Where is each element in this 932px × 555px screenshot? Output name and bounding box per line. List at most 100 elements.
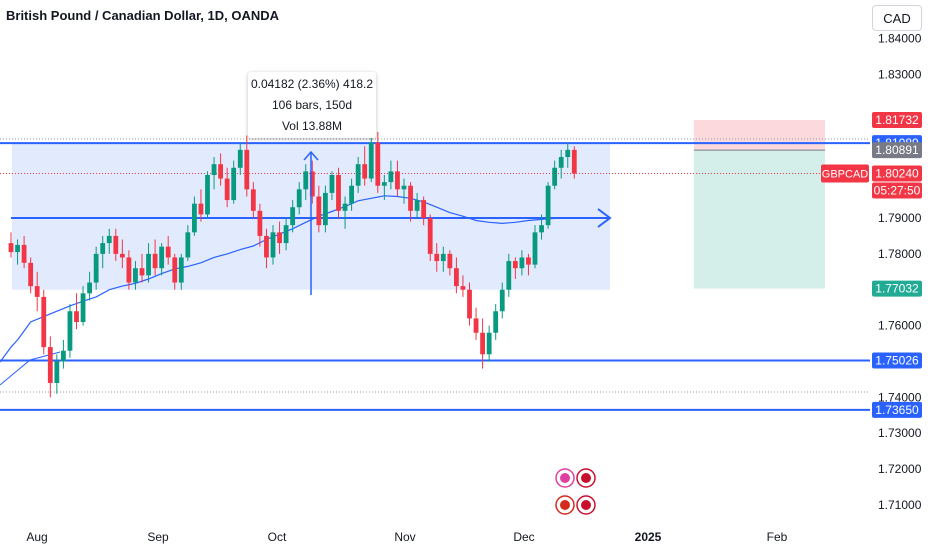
candle[interactable]	[329, 171, 335, 201]
candle[interactable]	[67, 304, 73, 358]
price-label-text: 05:27:50	[874, 184, 921, 198]
candle[interactable]	[421, 196, 427, 226]
candle[interactable]	[244, 135, 250, 197]
candle[interactable]	[316, 185, 322, 233]
candle[interactable]	[539, 214, 544, 240]
candle[interactable]	[34, 271, 40, 312]
candle[interactable]	[349, 178, 354, 211]
candle[interactable]	[532, 225, 538, 269]
candle[interactable]	[211, 157, 217, 190]
candle[interactable]	[139, 253, 145, 283]
candle[interactable]	[126, 250, 132, 290]
candle[interactable]	[519, 250, 525, 276]
candle[interactable]	[133, 261, 138, 290]
uk-flag-icon[interactable]	[576, 468, 596, 488]
candle[interactable]	[165, 235, 171, 265]
candle[interactable]	[434, 243, 440, 272]
candle[interactable]	[473, 307, 479, 340]
candle[interactable]	[499, 282, 505, 319]
candle[interactable]	[218, 153, 223, 186]
candle[interactable]	[355, 157, 361, 193]
candle[interactable]	[100, 235, 106, 269]
candle[interactable]	[87, 271, 92, 301]
candle[interactable]	[146, 243, 151, 283]
candle[interactable]	[290, 200, 296, 233]
candle[interactable]	[113, 228, 119, 262]
candle[interactable]	[172, 253, 178, 290]
candle[interactable]	[28, 257, 34, 294]
stop-loss-zone[interactable]	[694, 120, 825, 151]
candle[interactable]	[565, 142, 571, 168]
candle[interactable]	[375, 131, 381, 193]
canada-flag-icon[interactable]	[555, 495, 575, 515]
candle[interactable]	[15, 239, 20, 265]
candle[interactable]	[264, 228, 269, 269]
candle-body	[159, 246, 165, 269]
candle[interactable]	[512, 257, 518, 279]
candle[interactable]	[401, 178, 407, 204]
candle[interactable]	[427, 214, 433, 262]
candle[interactable]	[342, 196, 348, 229]
news-lightning-icon[interactable]	[555, 468, 575, 488]
candle[interactable]	[106, 228, 112, 254]
candle[interactable]	[368, 135, 374, 183]
currency-selector[interactable]: CAD	[872, 5, 922, 31]
candle[interactable]	[467, 282, 472, 326]
uk-flag-icon[interactable]	[576, 495, 596, 515]
candle[interactable]	[21, 235, 27, 269]
candle[interactable]	[480, 318, 485, 369]
candle[interactable]	[388, 160, 394, 190]
candle[interactable]	[152, 239, 158, 276]
candle[interactable]	[198, 189, 204, 222]
candle[interactable]	[54, 354, 60, 394]
candle[interactable]	[571, 146, 577, 179]
candle[interactable]	[224, 167, 230, 208]
candle[interactable]	[362, 146, 368, 186]
candle[interactable]	[192, 196, 197, 236]
candle[interactable]	[61, 339, 66, 369]
candle[interactable]	[270, 225, 276, 265]
candle-body	[309, 171, 315, 197]
candle[interactable]	[454, 257, 459, 294]
candle[interactable]	[526, 253, 531, 276]
candle[interactable]	[486, 325, 492, 362]
candle[interactable]	[93, 246, 99, 290]
candle[interactable]	[309, 160, 315, 204]
candle[interactable]	[395, 160, 400, 197]
candle[interactable]	[178, 253, 184, 290]
candle[interactable]	[41, 289, 47, 355]
candle[interactable]	[277, 221, 282, 254]
candle[interactable]	[552, 160, 558, 190]
candle[interactable]	[506, 253, 512, 297]
candle[interactable]	[80, 286, 86, 326]
candle[interactable]	[440, 246, 446, 272]
candle[interactable]	[283, 218, 289, 251]
candle[interactable]	[185, 225, 191, 262]
candle[interactable]	[493, 304, 499, 340]
candle[interactable]	[303, 164, 309, 201]
candle[interactable]	[558, 149, 564, 179]
candle[interactable]	[545, 182, 551, 229]
candle[interactable]	[460, 275, 466, 297]
candle[interactable]	[257, 203, 263, 247]
candle[interactable]	[205, 171, 210, 218]
candle[interactable]	[381, 174, 387, 201]
candle[interactable]	[47, 336, 53, 398]
candle[interactable]	[237, 142, 243, 175]
candle[interactable]	[250, 182, 256, 218]
candle[interactable]	[447, 250, 453, 276]
candle[interactable]	[159, 243, 165, 276]
take-profit-zone[interactable]	[694, 150, 825, 289]
candle[interactable]	[231, 160, 237, 204]
candle[interactable]	[336, 167, 341, 218]
candle[interactable]	[119, 239, 125, 269]
measure-change: 0.04182 (2.36%) 418.2	[250, 77, 374, 91]
candle[interactable]	[414, 192, 420, 218]
candle[interactable]	[74, 293, 79, 330]
candle[interactable]	[323, 185, 328, 233]
candle[interactable]	[296, 182, 302, 215]
candle[interactable]	[408, 182, 413, 222]
candle[interactable]	[8, 232, 14, 258]
